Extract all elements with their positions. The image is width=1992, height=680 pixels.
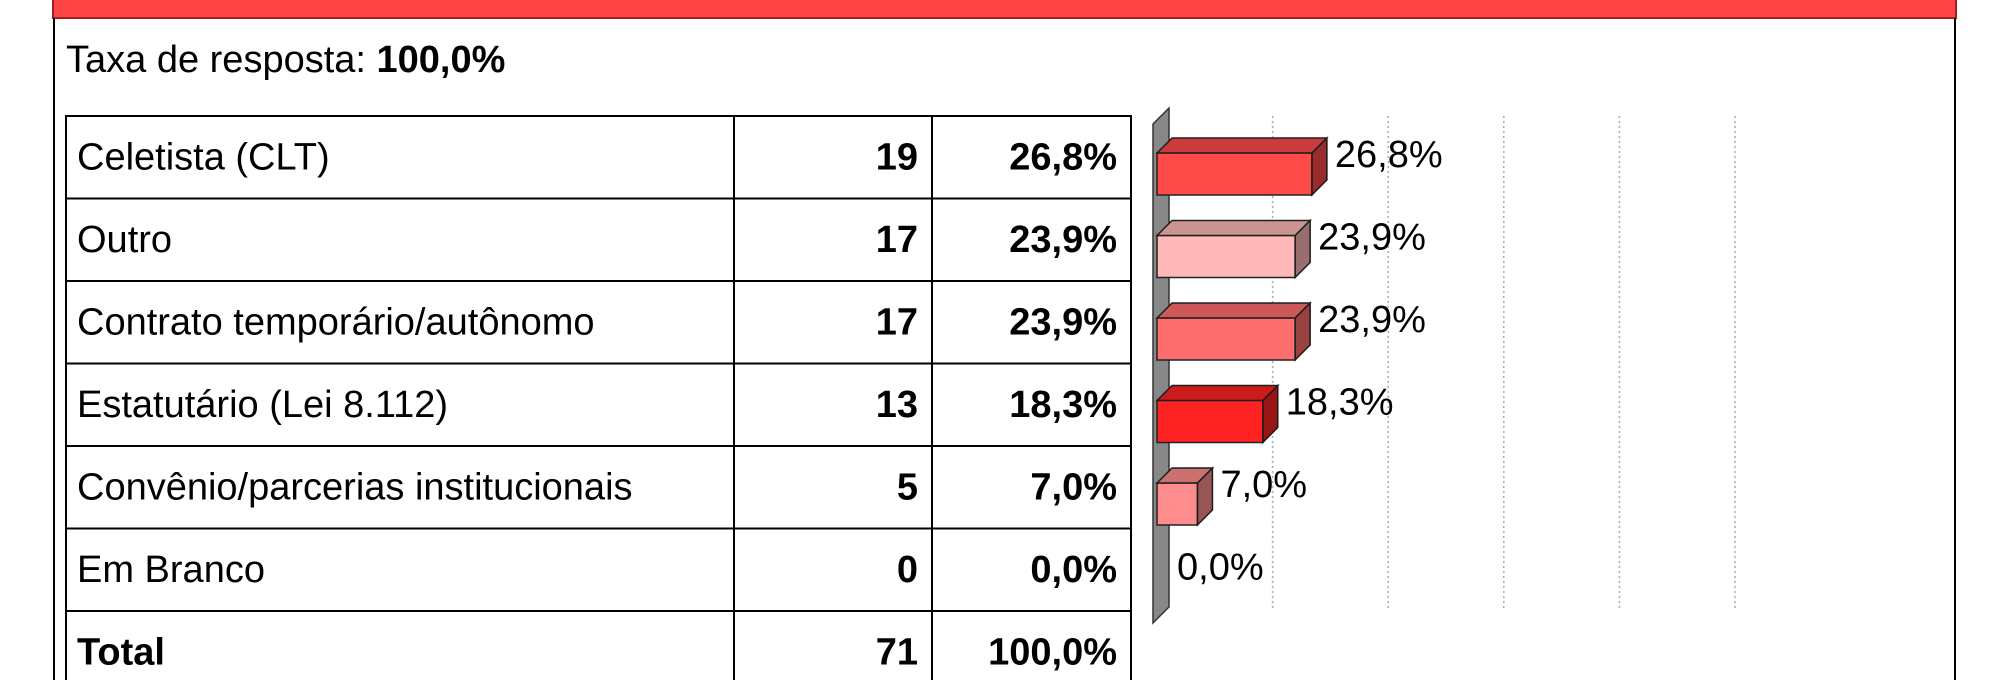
total-count: 71	[876, 631, 918, 673]
bar-top-shade	[1157, 468, 1213, 483]
bar-side	[1262, 383, 1279, 445]
bar-side	[1294, 218, 1311, 280]
row-percent: 26,8%	[1009, 136, 1117, 178]
row-label: Convênio/parcerias institucionais	[77, 466, 633, 508]
total-cell	[931, 610, 1132, 680]
bar-top-shade	[1157, 220, 1311, 236]
row-count: 13	[876, 384, 918, 426]
total-label: Total	[77, 631, 165, 673]
total-cell	[65, 610, 735, 680]
row-label: Outro	[77, 219, 172, 261]
row-count: 0	[897, 549, 918, 591]
row-percent: 23,9%	[1009, 219, 1117, 261]
response-rate-value: 100,0%	[377, 39, 506, 81]
bar-top-shade	[1157, 138, 1327, 153]
row-label: Estatutário (Lei 8.112)	[77, 384, 448, 426]
row-count: 17	[876, 219, 918, 261]
header-band	[52, 0, 1957, 19]
bar	[1156, 317, 1296, 361]
bar	[1156, 399, 1264, 444]
bar-label: 23,9%	[1318, 299, 1426, 341]
bar-side-shade	[1295, 220, 1311, 278]
response-rate-label: Taxa de resposta:	[66, 39, 366, 81]
row-percent: 18,3%	[1009, 384, 1117, 426]
row-label: Em Branco	[77, 549, 265, 591]
row-label: Celetista (CLT)	[77, 136, 330, 178]
row-percent: 0,0%	[1030, 549, 1117, 591]
bar-top-shade	[1157, 385, 1278, 401]
bar-side	[1196, 466, 1214, 527]
bar-side	[1311, 136, 1328, 197]
row-count: 17	[876, 301, 918, 343]
row-percent: 23,9%	[1009, 301, 1117, 343]
bar	[1156, 152, 1313, 196]
row-label: Contrato temporário/autônomo	[77, 301, 595, 343]
row-percent: 7,0%	[1030, 466, 1117, 508]
bar-label: 23,9%	[1318, 217, 1426, 259]
bar-side-shade	[1262, 385, 1278, 443]
bar	[1156, 482, 1199, 526]
bar-side-shade	[1197, 468, 1213, 525]
bar-label: 18,3%	[1286, 382, 1394, 424]
bar-label: 7,0%	[1220, 464, 1307, 506]
bar-label: 26,8%	[1335, 134, 1443, 176]
row-count: 5	[897, 466, 918, 508]
bar	[1156, 234, 1296, 279]
bar-side	[1294, 301, 1311, 362]
response-rate: Taxa de resposta: 100,0%	[66, 39, 505, 81]
bar-side-shade	[1311, 138, 1327, 195]
bar-top-shade	[1157, 303, 1311, 318]
bar-label: 0,0%	[1177, 547, 1264, 589]
bar-side-shade	[1295, 303, 1311, 360]
total-percent: 100,0%	[988, 631, 1117, 673]
row-count: 19	[876, 136, 918, 178]
